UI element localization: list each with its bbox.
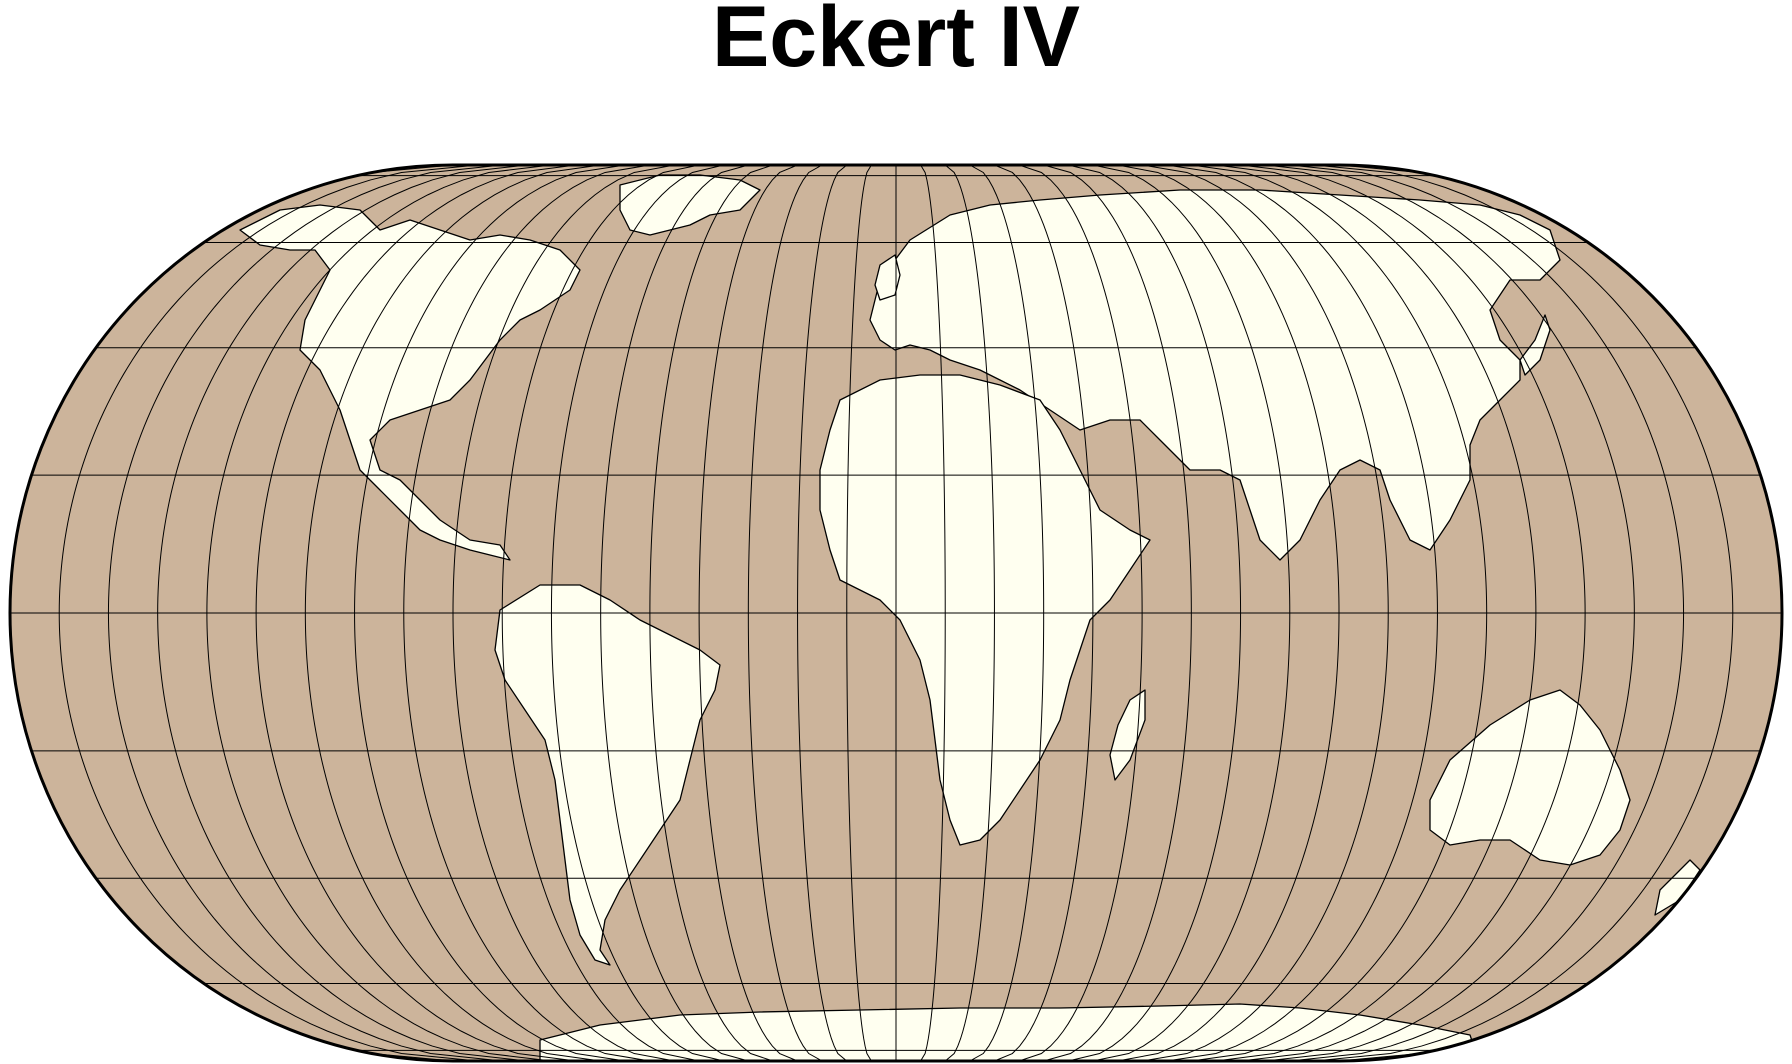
map-frame (8, 163, 1784, 1063)
meridian-line (452, 165, 675, 1061)
meridian-line (354, 165, 626, 1061)
meridian-line (1043, 165, 1192, 1061)
meridian-line (747, 165, 823, 1061)
greenland (619, 174, 761, 236)
meridian-line (600, 165, 749, 1061)
meridian-line (1018, 165, 1143, 1061)
meridian-line (797, 165, 848, 1061)
meridian-line (846, 165, 872, 1061)
north-america (239, 204, 581, 561)
meridian-line (920, 165, 946, 1061)
meridian-line (969, 165, 1045, 1061)
meridian-line (1215, 165, 1537, 1061)
meridian-line (206, 165, 552, 1061)
meridian-line (994, 165, 1094, 1061)
madagascar (1109, 689, 1146, 781)
meridian-line (107, 165, 503, 1061)
south-america (494, 584, 721, 966)
map-title: Eckert IV (711, 0, 1081, 85)
land-masses (239, 174, 1701, 1061)
meridian-line (304, 165, 601, 1061)
japan (1519, 314, 1551, 376)
meridian-line (1314, 165, 1734, 1061)
meridian-line (1117, 165, 1340, 1061)
meridian-line (58, 165, 478, 1061)
meridian-line (501, 165, 700, 1061)
meridian-line (649, 165, 774, 1061)
meridian-line (1092, 165, 1291, 1061)
meridian-line (1068, 165, 1242, 1061)
meridian-line (255, 165, 577, 1061)
meridian-line (403, 165, 650, 1061)
meridian-line (698, 165, 798, 1061)
meridian-line (1265, 165, 1635, 1061)
meridian-line (1166, 165, 1438, 1061)
meridian-line (944, 165, 995, 1061)
meridian-line (550, 165, 724, 1061)
africa (819, 374, 1151, 846)
british-isles (874, 254, 901, 301)
australia (1429, 689, 1631, 866)
meridian-line (1240, 165, 1586, 1061)
meridian-line (157, 165, 527, 1061)
meridian-line (1289, 165, 1685, 1061)
meridian-line (1191, 165, 1488, 1061)
meridian-line (1142, 165, 1389, 1061)
